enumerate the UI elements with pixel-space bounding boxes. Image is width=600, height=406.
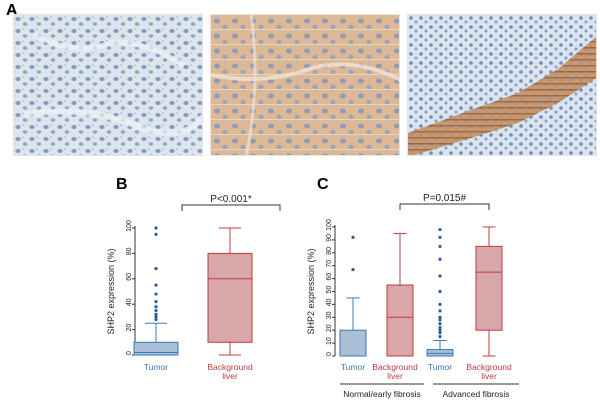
- category-label: liver: [387, 371, 403, 381]
- y-tick-label: 90: [326, 234, 333, 242]
- outlier-point: [351, 267, 355, 272]
- outlier-point: [438, 227, 442, 232]
- panel-label-c: C: [317, 176, 329, 193]
- micrograph-positive-tumor: [210, 14, 400, 156]
- outlier-point: [438, 257, 442, 261]
- category-label: Tumor: [428, 362, 452, 372]
- outlier-point: [154, 226, 158, 230]
- y-tick-label: 60: [326, 273, 333, 281]
- significance-label: P=0.015#: [423, 193, 467, 204]
- y-tick-label: 10: [326, 337, 333, 345]
- outlier-point: [154, 292, 158, 296]
- outlier-point: [154, 232, 158, 236]
- box: [386, 284, 414, 357]
- outlier-point: [351, 235, 355, 239]
- category-label: Tumor: [144, 362, 168, 372]
- outlier-point: [438, 331, 442, 335]
- outlier-point: [154, 267, 158, 271]
- chart-c: 0 10 20 30 40 50 60 70 80 90 100 SHP2 expression (%…: [306, 193, 519, 399]
- y-tick-label: 0: [126, 351, 133, 355]
- outlier-point: [438, 302, 442, 306]
- y-tick-label: 100: [126, 220, 133, 232]
- chart-b: 0 20 40 60 80 100 SHP2 expression (%) Tumor Back…: [106, 194, 281, 381]
- box: [426, 349, 454, 357]
- box: [475, 245, 503, 331]
- y-tick-label: 20: [326, 324, 333, 332]
- category-label: Background: [207, 362, 253, 372]
- outlier-point: [154, 317, 158, 322]
- outlier-point: [438, 318, 442, 322]
- outlier-point: [438, 274, 442, 278]
- category-label: Tumor: [341, 362, 365, 372]
- category-label: Background: [372, 362, 418, 372]
- outlier-point: [438, 309, 442, 313]
- y-tick-label: 60: [126, 273, 133, 281]
- box: [207, 252, 253, 343]
- y-tick-label: 30: [326, 311, 333, 319]
- panel-label-b: B: [116, 176, 128, 193]
- micrograph-negative-texture: [14, 15, 202, 155]
- outlier-point: [438, 322, 442, 326]
- outlier-point: [438, 328, 442, 332]
- y-axis-label: SHP2 expression (%): [106, 248, 116, 334]
- outlier-point: [438, 335, 442, 339]
- outlier-point: [154, 305, 158, 309]
- micrograph-background-texture: [408, 15, 596, 155]
- outlier-point: [154, 315, 158, 319]
- outlier-point: [438, 315, 442, 319]
- category-label: liver: [222, 371, 238, 381]
- y-tick-label: 80: [126, 247, 133, 255]
- outlier-point: [154, 283, 158, 287]
- significance-bracket: [181, 204, 281, 211]
- micrograph-positive-texture: [211, 15, 399, 155]
- box: [339, 329, 367, 357]
- outlier-point: [154, 312, 158, 316]
- outlier-point: [438, 235, 442, 239]
- y-axis-label: SHP2 expression (%): [306, 248, 316, 334]
- y-tick-label: 40: [126, 298, 133, 306]
- category-label: liver: [481, 371, 497, 381]
- outlier-point: [154, 308, 158, 313]
- y-tick-label: 100: [326, 219, 333, 231]
- group-label-normal: Normal/early fibrosis: [343, 389, 420, 399]
- y-tick-label: 20: [126, 324, 133, 332]
- micrograph-negative: [13, 14, 203, 156]
- outlier-point: [438, 326, 442, 330]
- outlier-point: [438, 289, 442, 294]
- panel-label-a: A: [6, 2, 18, 19]
- category-label: Background: [466, 362, 512, 372]
- box: [133, 341, 179, 356]
- y-tick-label: 70: [326, 260, 333, 268]
- outlier-point: [438, 244, 442, 248]
- outlier-point: [154, 300, 158, 304]
- significance-label: P<0.001*: [210, 194, 252, 205]
- y-tick-label: 80: [326, 247, 333, 255]
- y-tick-label: 0: [326, 352, 333, 356]
- y-tick-label: 40: [326, 298, 333, 306]
- group-label-advanced: Advanced fibrosis: [442, 389, 509, 399]
- y-tick-label: 50: [326, 286, 333, 294]
- micrograph-background-liver: [407, 14, 597, 156]
- significance-bracket: [399, 203, 490, 210]
